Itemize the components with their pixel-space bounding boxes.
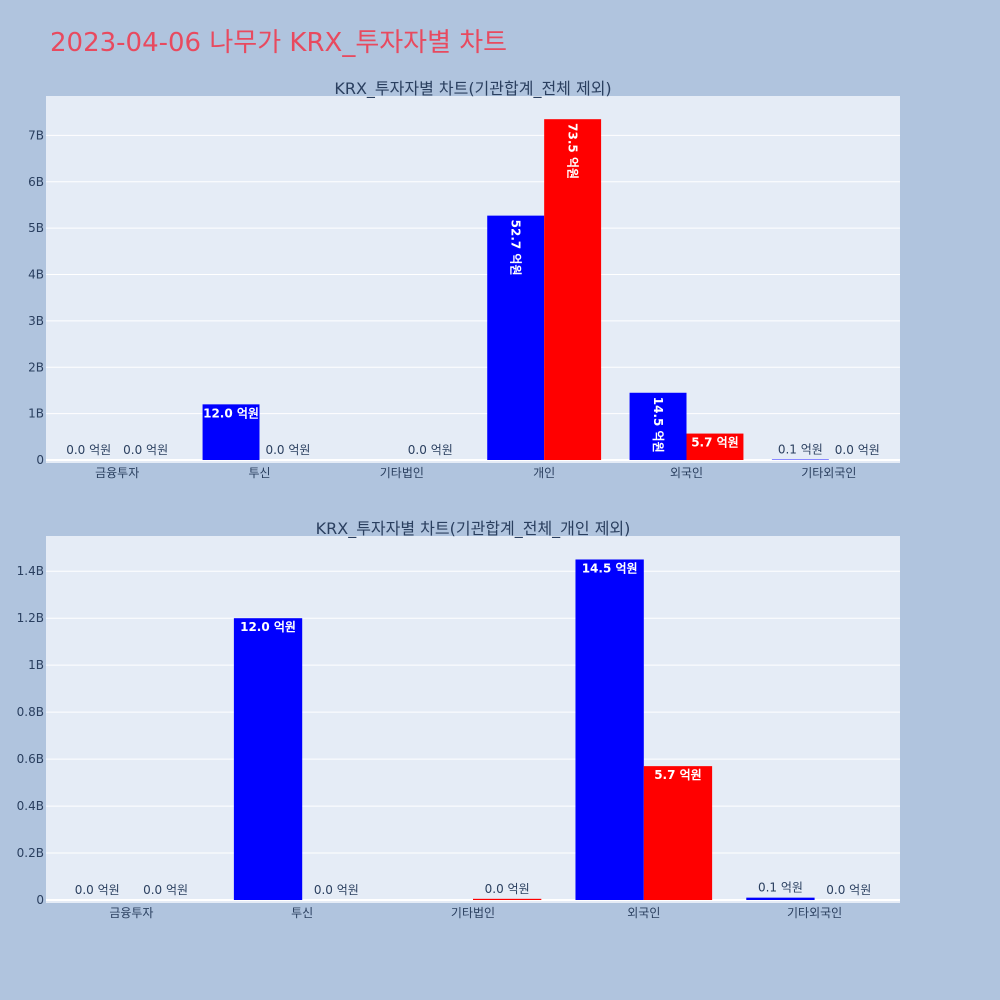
y-tick-label: 6B bbox=[28, 175, 44, 189]
y-tick-label: 5B bbox=[28, 221, 44, 235]
bar-value-label: 5.7 억원 bbox=[654, 768, 702, 782]
y-tick-label: 0.8B bbox=[17, 705, 44, 719]
y-tick-label: 0 bbox=[36, 893, 44, 907]
sell-bar bbox=[473, 898, 542, 900]
x-tick-label: 금융투자 bbox=[109, 906, 153, 920]
x-tick-label: 기타외국인 bbox=[787, 906, 842, 920]
y-tick-label: 7B bbox=[28, 128, 44, 142]
bar-value-label: 12.0 억원 bbox=[203, 406, 259, 420]
y-tick-label: 1B bbox=[28, 658, 44, 672]
bar-value-label: 14.5 억원 bbox=[582, 561, 638, 575]
subplot-title: KRX_투자자별 차트(기관합계_전체 제외) bbox=[334, 79, 611, 99]
x-tick-label: 기타법인 bbox=[451, 906, 495, 920]
y-tick-label: 3B bbox=[28, 314, 44, 328]
plot-area bbox=[46, 536, 900, 903]
bar-value-label: 0.0 억원 bbox=[314, 883, 359, 897]
bar-value-label: 14.5 억원 bbox=[651, 397, 665, 453]
y-tick-label: 0 bbox=[36, 453, 44, 467]
bar-value-label: 52.7 억원 bbox=[509, 220, 523, 276]
bar-value-label: 0.0 억원 bbox=[66, 443, 111, 457]
bar-value-label: 12.0 억원 bbox=[240, 620, 296, 634]
bar-value-label: 0.0 억원 bbox=[826, 883, 871, 897]
x-tick-label: 외국인 bbox=[627, 906, 660, 920]
sell-bar bbox=[686, 433, 744, 460]
x-tick-label: 기타외국인 bbox=[801, 466, 856, 480]
sell-bar bbox=[643, 766, 713, 900]
bar-value-label: 0.1 억원 bbox=[778, 443, 823, 457]
y-tick-label: 4B bbox=[28, 268, 44, 282]
y-tick-label: 0.2B bbox=[17, 846, 44, 860]
bar-value-label: 0.0 억원 bbox=[143, 883, 188, 897]
y-tick-label: 1.4B bbox=[17, 564, 44, 578]
bar-value-label: 0.0 억원 bbox=[265, 443, 310, 457]
x-tick-label: 기타법인 bbox=[380, 466, 424, 480]
bar-value-label: 0.0 억원 bbox=[408, 443, 453, 457]
buy-bar bbox=[233, 618, 303, 900]
buy-bar bbox=[487, 215, 545, 460]
y-tick-label: 0.4B bbox=[17, 799, 44, 813]
x-tick-label: 금융투자 bbox=[95, 466, 139, 480]
bar-value-label: 0.0 억원 bbox=[75, 883, 120, 897]
buy-bar bbox=[575, 559, 644, 900]
x-tick-label: 외국인 bbox=[670, 466, 703, 480]
plot-area bbox=[46, 96, 900, 463]
bar-value-label: 0.0 억원 bbox=[485, 882, 530, 896]
bar-value-label: 73.5 억원 bbox=[565, 123, 579, 179]
bar-value-label: 0.1 억원 bbox=[758, 881, 803, 895]
y-tick-label: 0.6B bbox=[17, 752, 44, 766]
bar-value-label: 5.7 억원 bbox=[691, 436, 739, 450]
buy-bar bbox=[746, 897, 815, 900]
x-tick-label: 투신 bbox=[248, 466, 270, 480]
y-tick-label: 2B bbox=[28, 360, 44, 374]
y-tick-label: 1B bbox=[28, 407, 44, 421]
buy-bar bbox=[202, 404, 260, 460]
x-tick-label: 개인 bbox=[533, 466, 555, 480]
bar-value-label: 0.0 억원 bbox=[123, 443, 168, 457]
sell-bar bbox=[544, 119, 602, 460]
buy-bar bbox=[629, 392, 687, 460]
x-tick-label: 투신 bbox=[291, 906, 313, 920]
page-title: 2023-04-06 나무가 KRX_투자자별 차트 bbox=[50, 28, 508, 58]
subplot-title: KRX_투자자별 차트(기관합계_전체_개인 제외) bbox=[316, 519, 631, 539]
bar-value-label: 0.0 억원 bbox=[835, 443, 880, 457]
y-tick-label: 1.2B bbox=[17, 611, 44, 625]
